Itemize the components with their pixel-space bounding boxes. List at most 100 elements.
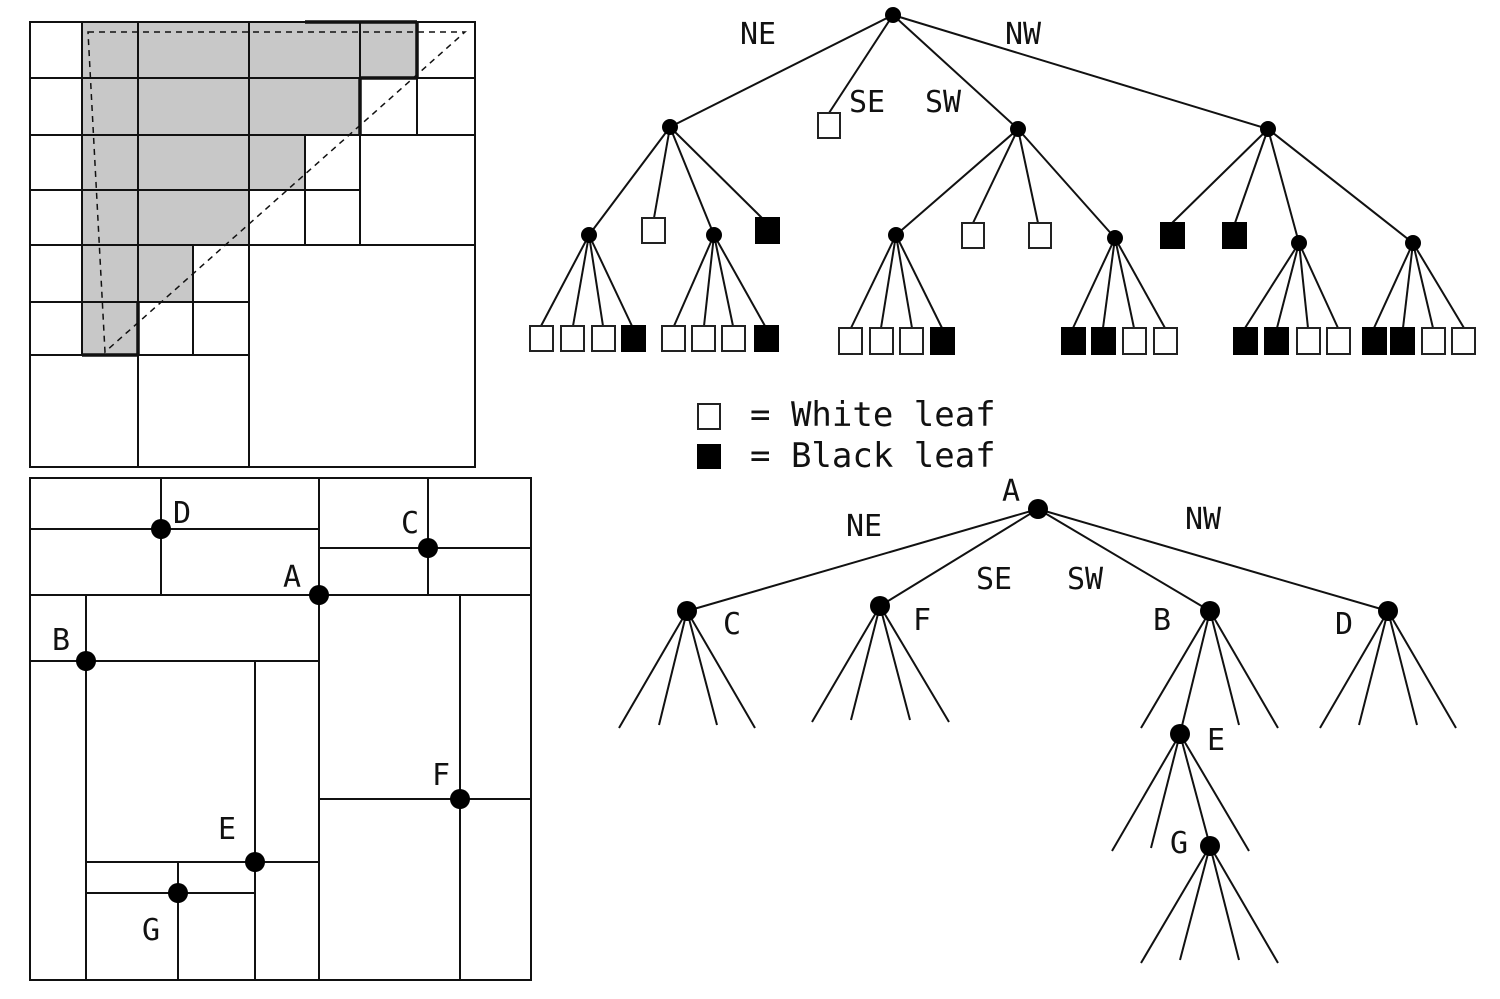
white-leaf bbox=[641, 217, 666, 244]
white-leaf bbox=[1028, 222, 1052, 249]
black-leaf bbox=[755, 217, 780, 244]
legend-white-swatch bbox=[697, 403, 721, 430]
tree-edge bbox=[1179, 845, 1211, 961]
white-leaf bbox=[529, 325, 554, 352]
tree-edge bbox=[1209, 845, 1279, 964]
tree-edge bbox=[1244, 242, 1300, 329]
pt-label-b: B bbox=[1153, 603, 1171, 638]
tree-edge bbox=[1171, 128, 1269, 224]
point-d bbox=[151, 519, 171, 539]
tree-edge bbox=[1072, 237, 1116, 329]
tree-edge bbox=[669, 126, 763, 219]
pt-label-d: D bbox=[1335, 607, 1353, 642]
point-partition-border bbox=[29, 477, 532, 981]
tree-edge bbox=[892, 14, 1269, 130]
pt-node-c bbox=[677, 601, 697, 621]
point-e bbox=[245, 852, 265, 872]
tree-edge bbox=[1209, 610, 1240, 726]
tree-edge bbox=[1298, 242, 1339, 329]
point-a bbox=[309, 585, 329, 605]
tree-edge bbox=[658, 610, 688, 726]
black-leaf bbox=[1264, 327, 1289, 355]
white-leaf bbox=[591, 325, 616, 352]
point-label-c: C bbox=[401, 506, 419, 541]
tree-edge bbox=[895, 234, 943, 329]
pt-label-e: E bbox=[1207, 723, 1225, 758]
tree-edge bbox=[879, 605, 950, 723]
tree-edge bbox=[892, 14, 1019, 130]
edge-label-sw: SW bbox=[925, 85, 962, 120]
pt-node-d bbox=[1378, 601, 1398, 621]
tree-edge bbox=[1267, 128, 1414, 244]
point-label-f: F bbox=[432, 758, 450, 793]
black-leaf bbox=[1160, 222, 1185, 249]
tree-edge bbox=[588, 234, 633, 327]
tree-edge bbox=[1402, 242, 1414, 329]
pt-node-e bbox=[1170, 724, 1190, 744]
pt-label-g: G bbox=[1170, 826, 1188, 861]
tree-edge bbox=[1298, 242, 1309, 329]
black-leaf bbox=[1390, 327, 1415, 355]
pt-label-a: A bbox=[1002, 474, 1020, 509]
tree-node bbox=[1107, 230, 1123, 246]
black-leaf bbox=[1233, 327, 1258, 355]
tree-edge bbox=[1150, 733, 1181, 849]
tree-edge bbox=[1114, 237, 1166, 329]
tree-edge bbox=[1276, 242, 1300, 329]
tree-edge bbox=[972, 128, 1019, 224]
legend-black-swatch bbox=[697, 444, 721, 469]
tree-node-root bbox=[885, 7, 901, 23]
point-label-a: A bbox=[283, 560, 301, 595]
tree-edge bbox=[572, 234, 590, 327]
white-leaf bbox=[869, 327, 894, 355]
pt-node-b bbox=[1200, 601, 1220, 621]
edge-label-nw: NW bbox=[1005, 17, 1042, 52]
tree-node bbox=[888, 227, 904, 243]
tree-node bbox=[706, 227, 722, 243]
legend-black-label: = Black leaf bbox=[750, 436, 996, 476]
tree-edge bbox=[588, 126, 671, 236]
black-leaf bbox=[1091, 327, 1116, 355]
point-g bbox=[168, 883, 188, 903]
pt-edge-label-sw: SW bbox=[1067, 562, 1104, 597]
point-f bbox=[450, 789, 470, 809]
tree-edge bbox=[540, 234, 590, 327]
tree-edge bbox=[811, 605, 881, 723]
tree-edge bbox=[1267, 128, 1300, 244]
tree-edge bbox=[673, 234, 715, 327]
white-leaf bbox=[817, 112, 841, 139]
pt-edge-label-nw: NW bbox=[1185, 502, 1222, 537]
white-leaf bbox=[899, 327, 924, 355]
tree-edge bbox=[1179, 610, 1211, 735]
tree-edge bbox=[1017, 128, 1116, 239]
white-leaf bbox=[1153, 327, 1178, 355]
black-leaf bbox=[1362, 327, 1387, 355]
tree-edge bbox=[669, 14, 894, 128]
tree-node bbox=[1010, 121, 1026, 137]
white-leaf bbox=[1451, 327, 1476, 355]
white-leaf bbox=[1421, 327, 1446, 355]
point-c bbox=[418, 538, 438, 558]
pt-edge-label-ne: NE bbox=[846, 509, 882, 544]
tree-edge bbox=[1373, 242, 1414, 329]
tree-edge bbox=[686, 610, 718, 726]
tree-edge bbox=[1234, 128, 1269, 224]
black-leaf bbox=[621, 325, 646, 352]
white-leaf bbox=[691, 325, 716, 352]
tree-edge bbox=[588, 234, 604, 327]
tree-edge bbox=[669, 126, 715, 236]
tree-edge bbox=[1037, 508, 1389, 612]
point-label-b: B bbox=[52, 623, 70, 658]
tree-edge bbox=[713, 234, 734, 327]
white-leaf bbox=[838, 327, 863, 355]
tree-edge bbox=[880, 234, 897, 329]
tree-edge bbox=[895, 128, 1019, 236]
edge-label-se: SE bbox=[849, 85, 885, 120]
tree-edge bbox=[1358, 610, 1389, 726]
pt-node-a bbox=[1028, 499, 1048, 519]
tree-edge bbox=[1017, 128, 1039, 224]
tree-edge bbox=[1412, 242, 1465, 329]
tree-edge bbox=[1179, 733, 1250, 852]
tree-edge bbox=[1037, 508, 1211, 612]
